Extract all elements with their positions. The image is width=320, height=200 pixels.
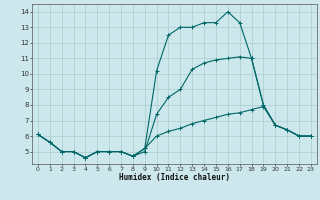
X-axis label: Humidex (Indice chaleur): Humidex (Indice chaleur) bbox=[119, 173, 230, 182]
